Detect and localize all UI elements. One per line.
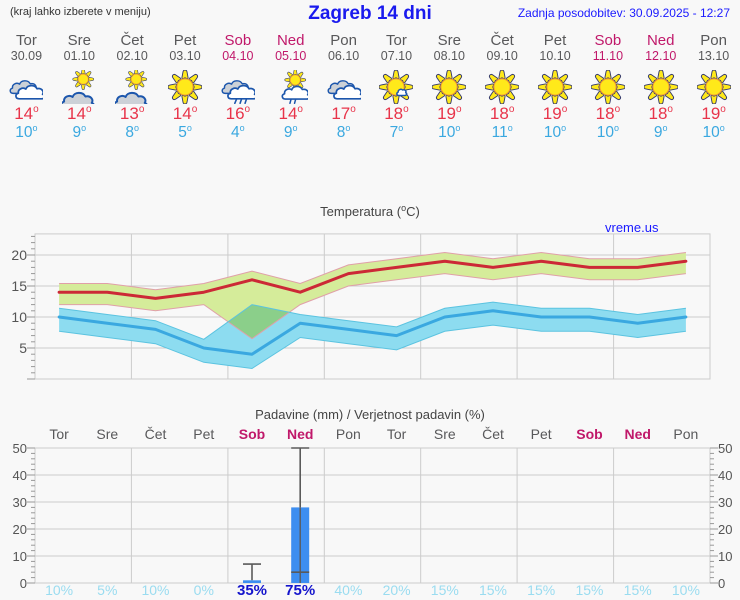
svg-text:Temperatura (oC): Temperatura (oC)	[320, 203, 420, 219]
svg-text:10: 10	[718, 549, 732, 564]
svg-text:10: 10	[13, 549, 27, 564]
svg-text:30: 30	[718, 495, 732, 510]
svg-text:20: 20	[718, 522, 732, 537]
svg-text:50: 50	[13, 443, 27, 456]
svg-text:40: 40	[718, 468, 732, 483]
svg-text:vreme.us: vreme.us	[605, 220, 659, 235]
svg-text:10: 10	[11, 309, 27, 325]
svg-text:15: 15	[11, 278, 27, 294]
svg-text:30: 30	[13, 495, 27, 510]
svg-text:5: 5	[19, 340, 27, 356]
svg-text:20: 20	[11, 247, 27, 263]
svg-text:20: 20	[13, 522, 27, 537]
svg-text:50: 50	[718, 443, 732, 456]
svg-text:40: 40	[13, 468, 27, 483]
